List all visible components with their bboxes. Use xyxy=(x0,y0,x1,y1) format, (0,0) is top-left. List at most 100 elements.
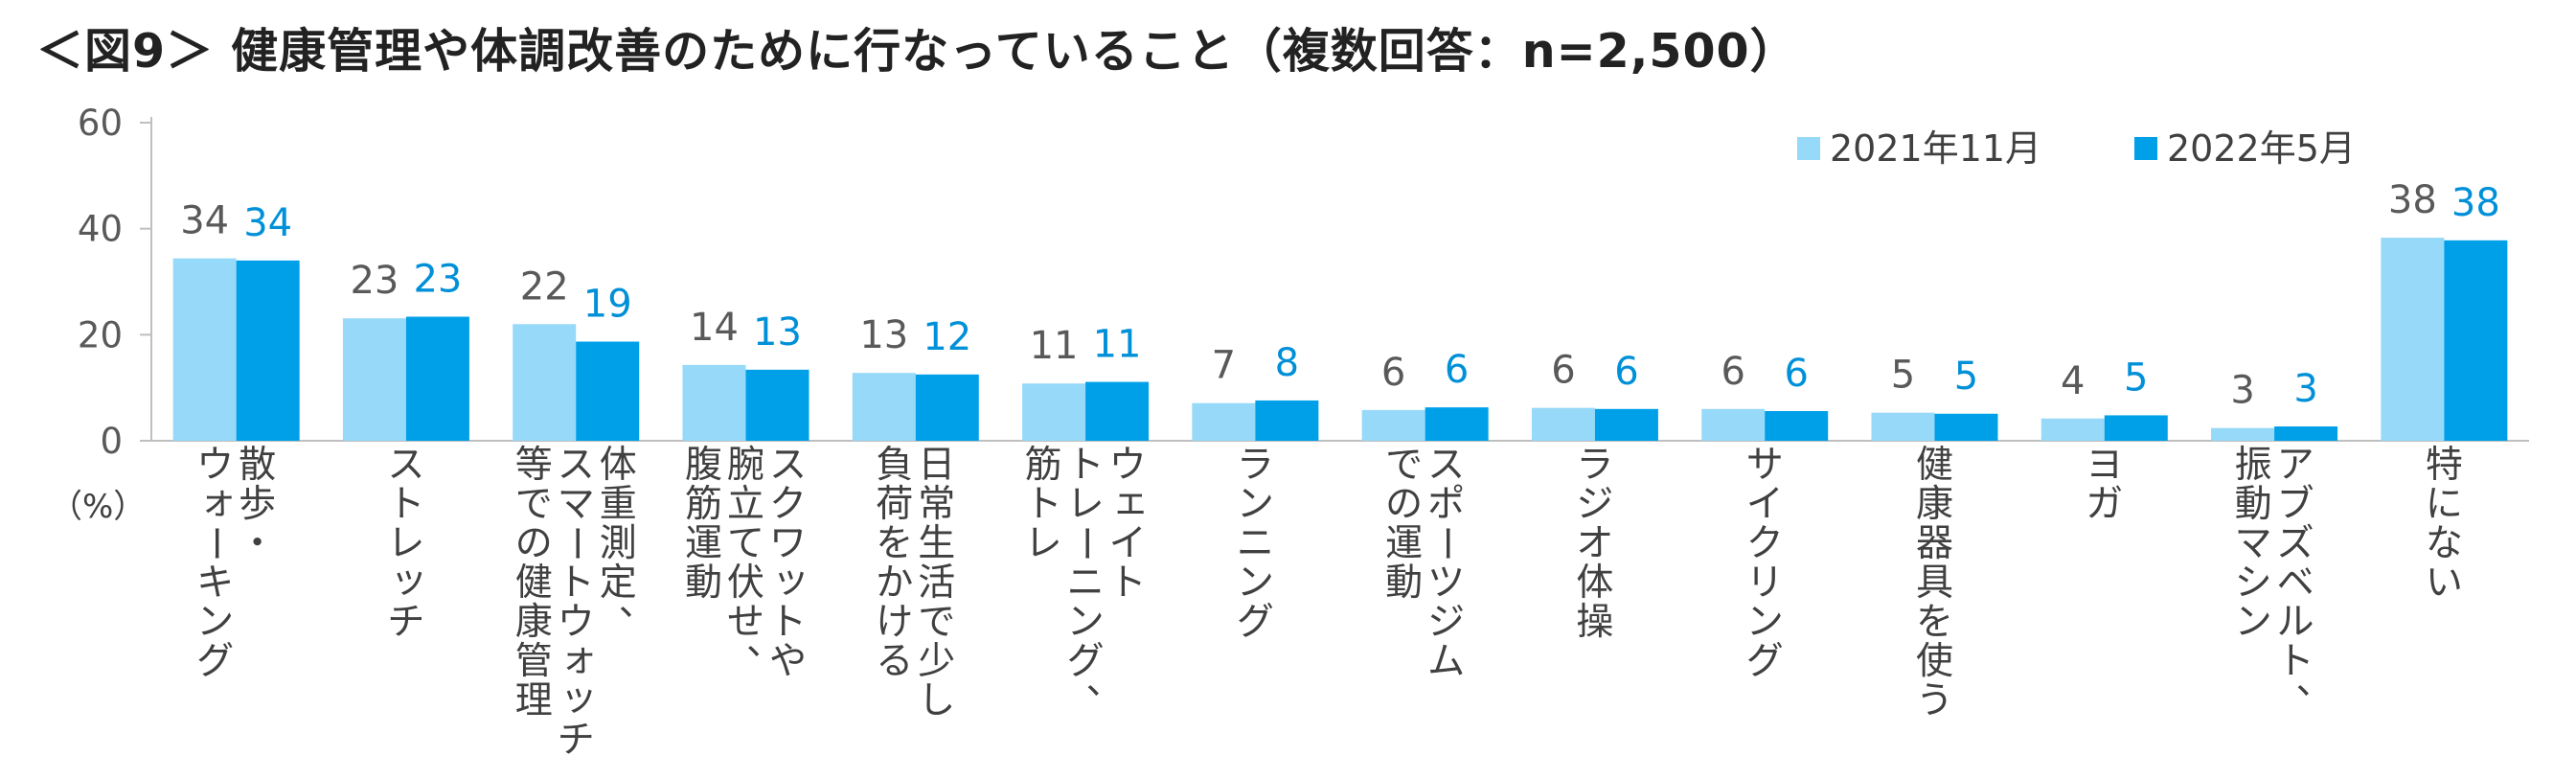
svg-text:腕: 腕 xyxy=(727,444,764,487)
svg-text:筋: 筋 xyxy=(1025,444,1062,487)
y-axis-unit-label: （%） xyxy=(50,488,146,526)
data-label-2021-6: 7 xyxy=(1212,344,1236,388)
svg-text:ト: ト xyxy=(1109,561,1147,605)
svg-text:ト: ト xyxy=(1025,483,1062,526)
svg-text:操: 操 xyxy=(1576,601,1613,644)
legend: 2021年11月 2022年5月 xyxy=(1797,127,2356,170)
svg-text:歩: 歩 xyxy=(239,483,276,526)
svg-text:で: で xyxy=(515,483,553,526)
svg-text:マ: マ xyxy=(558,483,595,526)
svg-text:ベ: ベ xyxy=(2277,561,2314,605)
svg-text:重: 重 xyxy=(600,483,637,526)
category-label-11: ヨガ xyxy=(2086,444,2123,526)
svg-text:で: で xyxy=(918,601,955,644)
data-label-2022-5: 11 xyxy=(1093,323,1142,367)
bar-2022-8 xyxy=(1594,408,1658,441)
svg-text:キ: キ xyxy=(196,561,234,605)
data-label-2022-0: 34 xyxy=(243,201,292,245)
legend-swatch-2021 xyxy=(1797,137,1820,160)
bar-2021-10 xyxy=(1871,412,1935,441)
svg-text:立: 立 xyxy=(727,483,764,526)
svg-text:筋: 筋 xyxy=(685,483,722,526)
data-label-2021-1: 23 xyxy=(350,259,399,303)
svg-text:器: 器 xyxy=(1916,522,1953,565)
bar-2021-3 xyxy=(682,364,746,441)
bar-2022-1 xyxy=(405,316,469,441)
svg-text:ニ: ニ xyxy=(1067,561,1105,605)
data-label-2022-12: 3 xyxy=(2293,367,2317,411)
svg-text:や: や xyxy=(769,640,807,683)
bar-2021-2 xyxy=(513,324,577,441)
data-label-2022-4: 12 xyxy=(923,315,971,359)
svg-text:レ: レ xyxy=(1067,483,1105,526)
svg-text:、: 、 xyxy=(2296,660,2334,703)
svg-text:ブ: ブ xyxy=(2277,483,2314,526)
svg-text:で: で xyxy=(1385,444,1423,487)
svg-text:伏: 伏 xyxy=(727,561,764,605)
svg-text:ン: ン xyxy=(2235,601,2272,644)
bar-2021-7 xyxy=(1361,409,1425,441)
bar-2021-8 xyxy=(1531,407,1595,441)
svg-text:ト: ト xyxy=(1067,444,1105,487)
data-label-2021-9: 6 xyxy=(1721,350,1744,394)
svg-text:け: け xyxy=(876,601,913,644)
svg-text:い: い xyxy=(2426,561,2463,605)
svg-text:ム: ム xyxy=(1427,640,1465,683)
bar-2021-9 xyxy=(1701,408,1766,441)
svg-text:ン: ン xyxy=(1067,601,1105,644)
svg-text:を: を xyxy=(876,522,913,565)
svg-text:ウ: ウ xyxy=(1109,444,1147,487)
data-label-2021-3: 14 xyxy=(690,306,739,350)
svg-text:ク: ク xyxy=(1746,522,1784,565)
svg-text:運: 運 xyxy=(685,522,722,565)
data-label-2021-4: 13 xyxy=(859,313,908,357)
y-tick-label: 0 xyxy=(100,421,123,462)
bar-2022-11 xyxy=(2104,415,2168,441)
svg-text:動: 動 xyxy=(1385,561,1423,605)
svg-text:る: る xyxy=(876,640,913,683)
svg-text:せ: せ xyxy=(727,601,764,644)
svg-text:ク: ク xyxy=(769,483,807,526)
svg-text:運: 運 xyxy=(1385,522,1423,565)
bar-2022-2 xyxy=(576,341,640,441)
svg-text:グ: グ xyxy=(1067,640,1105,683)
bar-2021-12 xyxy=(2211,427,2275,441)
svg-text:、: 、 xyxy=(1086,660,1124,703)
svg-text:の: の xyxy=(515,522,553,565)
svg-text:ズ: ズ xyxy=(2277,522,2314,565)
svg-text:体: 体 xyxy=(1576,561,1613,605)
svg-text:ォ: ォ xyxy=(560,637,598,680)
svg-text:ッ: ッ xyxy=(390,559,427,602)
bar-2022-10 xyxy=(1934,413,1998,441)
svg-text:ー: ー xyxy=(1063,524,1106,561)
svg-text:ル: ル xyxy=(2277,601,2314,644)
svg-text:理: 理 xyxy=(515,679,553,722)
svg-text:ヨ: ヨ xyxy=(2086,444,2123,487)
bar-2021-0 xyxy=(172,258,237,441)
svg-text:ン: ン xyxy=(1237,483,1274,526)
bar-2021-4 xyxy=(852,373,916,441)
data-label-2021-10: 5 xyxy=(1891,354,1915,398)
data-label-2022-13: 38 xyxy=(2451,181,2500,225)
data-label-2021-0: 34 xyxy=(180,199,229,243)
svg-text:か: か xyxy=(876,561,913,605)
bar-2021-5 xyxy=(1022,383,1086,441)
svg-text:、: 、 xyxy=(746,621,784,664)
data-label-2022-7: 6 xyxy=(1445,348,1469,392)
svg-text:オ: オ xyxy=(1576,522,1613,565)
data-label-2021-2: 22 xyxy=(520,264,569,309)
data-label-2022-9: 6 xyxy=(1784,352,1808,396)
svg-text:ェ: ェ xyxy=(1112,480,1150,523)
svg-text:康: 康 xyxy=(1916,483,1953,526)
svg-text:ポ: ポ xyxy=(1427,483,1465,526)
bar-2022-12 xyxy=(2274,426,2338,441)
svg-text:ス: ス xyxy=(387,444,424,487)
data-label-2022-1: 23 xyxy=(413,258,462,302)
svg-text:動: 動 xyxy=(2235,483,2272,526)
